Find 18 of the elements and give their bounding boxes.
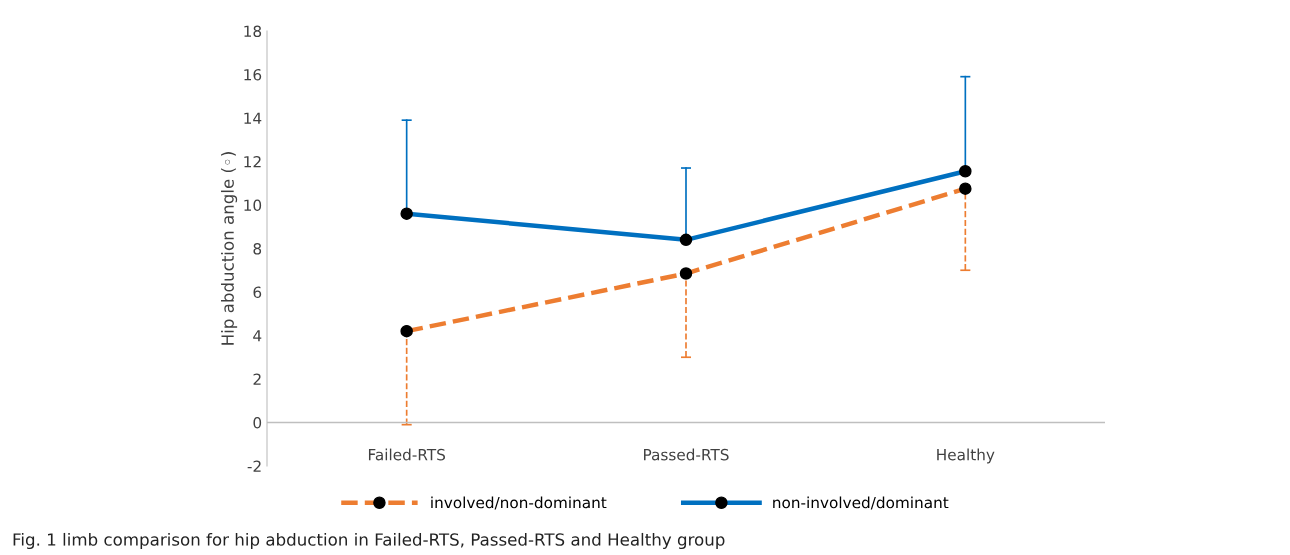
y-axis-title: Hip abduction angle (◦) bbox=[221, 152, 238, 345]
y-tick-label: 12 bbox=[244, 155, 261, 168]
y-tick-label: -2 bbox=[247, 460, 261, 472]
legend-label: non-involved/dominant bbox=[773, 496, 949, 510]
y-tick-label: 18 bbox=[244, 25, 262, 38]
caption: Fig. 1 limb comparison for hip abduction in Failed-RTS, Passed-RTS and Healthy group bbox=[13, 532, 725, 550]
y-tick-label: 0 bbox=[253, 416, 262, 429]
y-tick-label: 8 bbox=[253, 242, 262, 255]
y-tick-label: 16 bbox=[244, 68, 262, 81]
y-tick-label: 2 bbox=[253, 373, 261, 385]
legend-label: involved/non-dominant bbox=[431, 496, 607, 510]
y-tick-label: 10 bbox=[244, 199, 262, 212]
y-tick-label: 6 bbox=[253, 286, 262, 299]
y-tick-label: 14 bbox=[244, 112, 262, 124]
y-tick-label: 4 bbox=[253, 330, 262, 342]
x-tick-label: Failed-RTS bbox=[368, 448, 446, 461]
x-tick-label: Passed-RTS bbox=[644, 448, 729, 461]
x-tick-label: Healthy bbox=[937, 448, 995, 464]
